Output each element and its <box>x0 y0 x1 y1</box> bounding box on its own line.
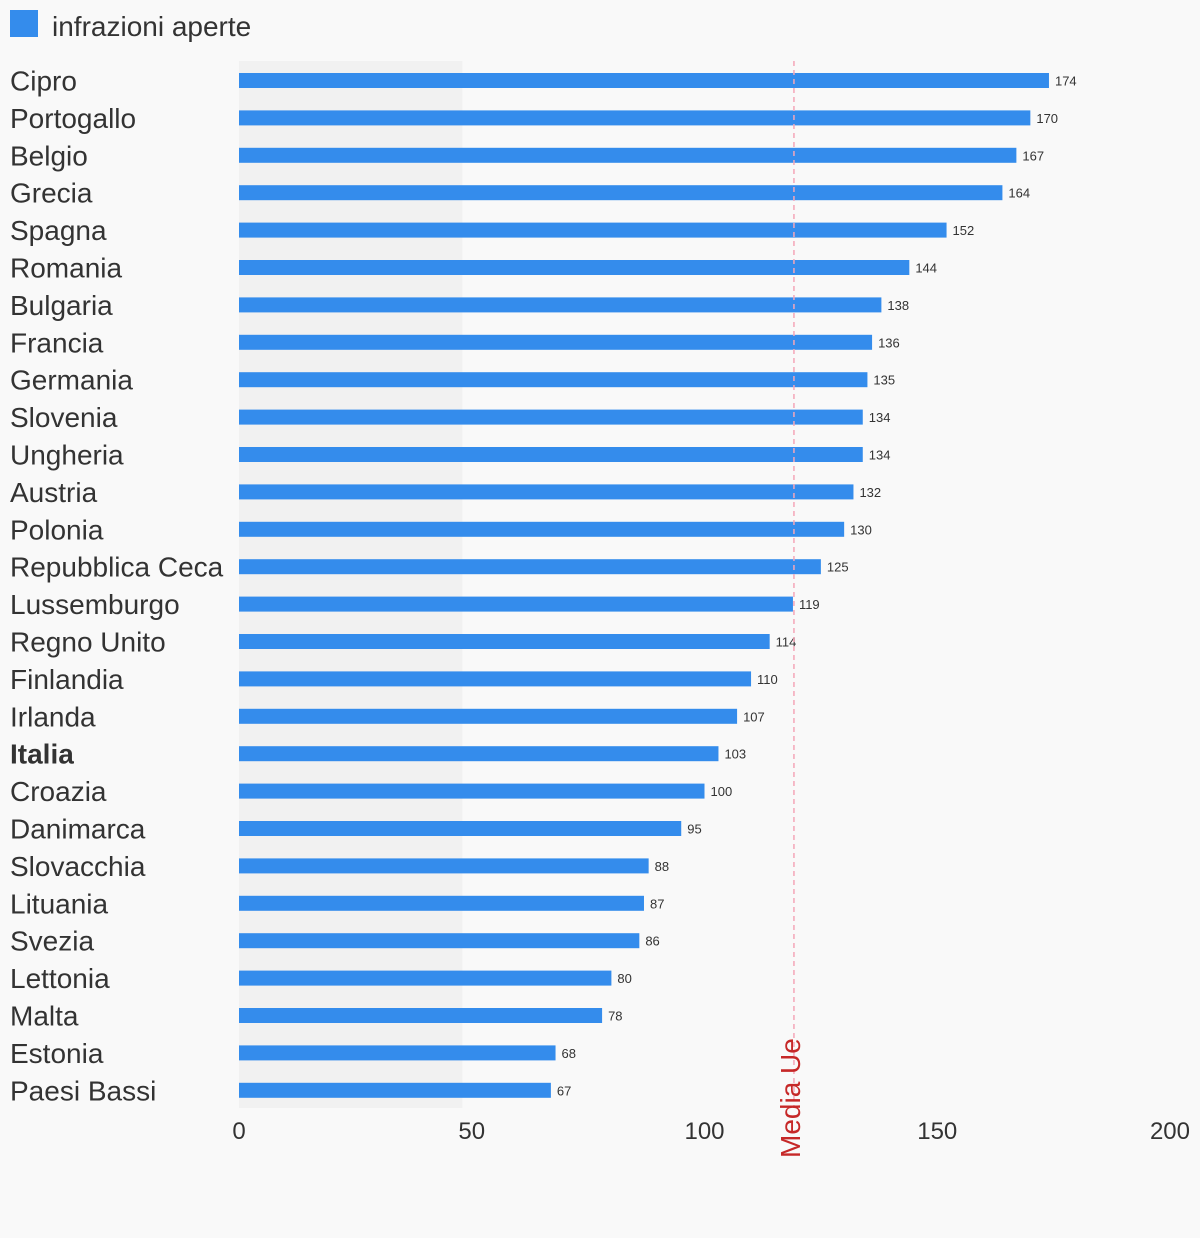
x-tick-label: 150 <box>917 1118 957 1145</box>
bar <box>239 110 1031 126</box>
bar-value-label: 144 <box>915 261 937 276</box>
bar-value-label: 95 <box>687 822 701 837</box>
bar <box>239 933 640 949</box>
category-label: Spagna <box>10 215 107 246</box>
bar <box>239 895 644 911</box>
bar <box>239 334 873 350</box>
bar <box>239 858 649 874</box>
category-label: Lussemburgo <box>10 589 180 620</box>
bar-value-label: 174 <box>1055 74 1077 89</box>
bar <box>239 821 682 836</box>
bar <box>239 671 752 687</box>
category-label: Grecia <box>10 178 93 209</box>
category-label: Croazia <box>10 776 107 807</box>
category-label: Belgio <box>10 140 88 171</box>
bar <box>239 73 1049 88</box>
category-label: Slovenia <box>10 402 118 433</box>
bar <box>239 634 770 649</box>
bar <box>239 746 719 762</box>
x-tick-label: 100 <box>684 1118 724 1145</box>
bar-value-label: 87 <box>650 896 664 911</box>
bar-value-label: 135 <box>873 373 895 388</box>
category-label: Svezia <box>10 926 94 957</box>
legend-label: infrazioni aperte <box>52 11 252 42</box>
bar-value-label: 114 <box>776 635 797 650</box>
reference-line-label: Media Ue <box>775 1038 806 1158</box>
bar <box>239 1082 551 1098</box>
bar-value-label: 138 <box>887 298 909 313</box>
bar-value-label: 164 <box>1008 186 1030 201</box>
bar <box>239 222 947 238</box>
category-label: Ungheria <box>10 440 124 471</box>
bar <box>239 372 868 388</box>
legend-swatch <box>10 10 38 37</box>
shaded-band <box>239 61 463 1108</box>
bar-value-label: 103 <box>724 747 746 762</box>
bar-value-label: 86 <box>645 934 659 949</box>
bar <box>239 484 854 500</box>
category-label: Repubblica Ceca <box>10 552 224 583</box>
category-label: Lituania <box>10 888 109 919</box>
bar-value-label: 119 <box>799 597 820 612</box>
category-label: Regno Unito <box>10 627 166 658</box>
bar-value-label: 110 <box>757 672 778 687</box>
bar <box>239 521 845 537</box>
bar <box>239 185 1003 201</box>
x-tick-label: 50 <box>458 1118 485 1145</box>
category-label: Bulgaria <box>10 290 113 321</box>
bar <box>239 1045 556 1061</box>
category-label: Portogallo <box>10 103 136 134</box>
bar-value-label: 80 <box>617 971 631 986</box>
bar-value-label: 68 <box>562 1046 576 1061</box>
bar-value-label: 136 <box>878 335 900 350</box>
category-label: Paesi Bassi <box>10 1075 156 1106</box>
bar-value-label: 78 <box>608 1009 622 1024</box>
category-label: Malta <box>10 1001 79 1032</box>
category-label: Germania <box>10 365 133 396</box>
bar-value-label: 134 <box>869 448 891 463</box>
x-tick-label: 0 <box>232 1118 245 1145</box>
category-label: Lettonia <box>10 963 110 994</box>
bar-value-label: 88 <box>655 859 669 874</box>
bar <box>239 447 863 462</box>
bar-value-label: 107 <box>743 709 765 724</box>
bar-value-label: 152 <box>953 223 975 238</box>
bar-value-label: 100 <box>711 784 733 799</box>
category-label: Irlanda <box>10 701 96 732</box>
bar <box>239 596 793 612</box>
category-label: Estonia <box>10 1038 104 1069</box>
bar-value-label: 170 <box>1036 111 1058 126</box>
bar-value-label: 67 <box>557 1083 571 1098</box>
bar <box>239 708 738 724</box>
bar-value-label: 125 <box>827 560 849 575</box>
bar <box>239 783 705 799</box>
bar <box>239 147 1017 163</box>
bar-value-label: 167 <box>1022 148 1044 163</box>
category-label: Polonia <box>10 514 104 545</box>
bar <box>239 260 910 275</box>
bar-value-label: 134 <box>869 410 891 425</box>
x-tick-label: 200 <box>1150 1118 1190 1145</box>
bar <box>239 559 821 575</box>
category-label: Francia <box>10 327 104 358</box>
bar-value-label: 132 <box>859 485 881 500</box>
category-label: Austria <box>10 477 98 508</box>
category-label: Slovacchia <box>10 851 146 882</box>
bar-value-label: 130 <box>850 522 872 537</box>
category-label: Italia <box>10 739 74 770</box>
bar <box>239 409 863 425</box>
category-label: Finlandia <box>10 664 124 695</box>
bar <box>239 1008 603 1023</box>
bar <box>239 970 612 986</box>
category-label: Danimarca <box>10 814 146 845</box>
category-label: Cipro <box>10 66 77 97</box>
category-label: Romania <box>10 253 122 284</box>
bar <box>239 297 882 313</box>
